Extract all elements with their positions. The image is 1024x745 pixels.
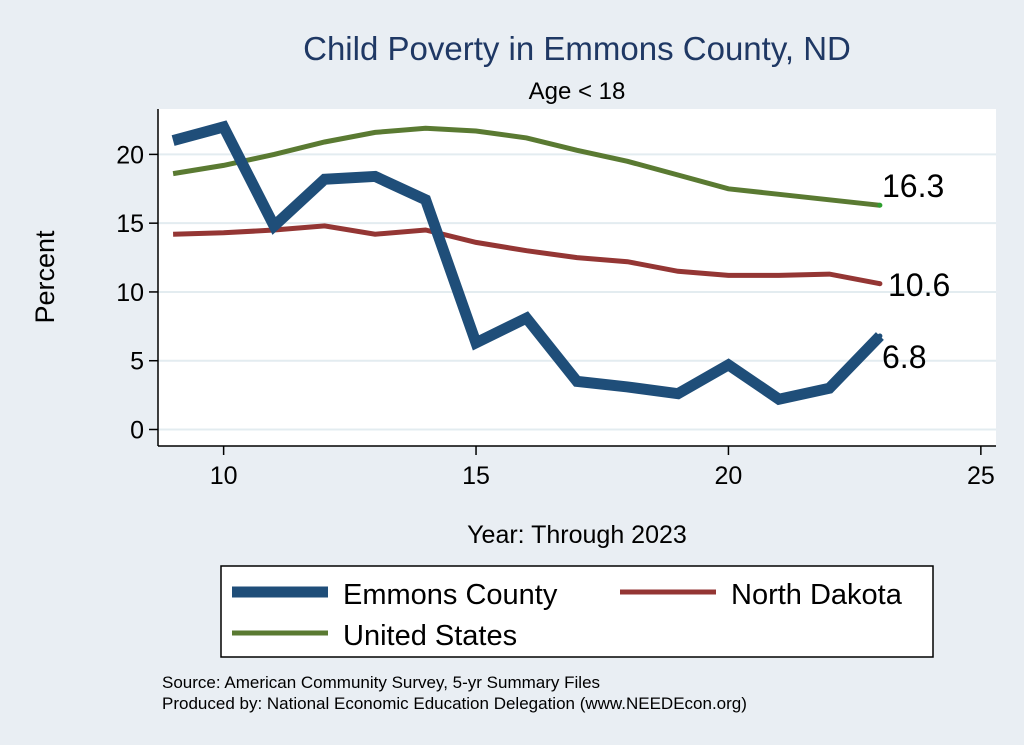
y-tick-label-20: 20 bbox=[116, 141, 144, 169]
x-tick-label-20: 20 bbox=[715, 462, 743, 490]
y-tick-label-5: 5 bbox=[130, 348, 144, 376]
source-note: Source: American Community Survey, 5-yr … bbox=[162, 673, 600, 692]
series-line-north-dakota bbox=[173, 223, 881, 287]
produced-by-note: Produced by: National Economic Education… bbox=[162, 694, 747, 713]
x-axis-title: Year: Through 2023 bbox=[467, 521, 687, 549]
x-axis-ticks: 10 15 20 25 bbox=[210, 446, 995, 490]
legend-label-emmons-county: Emmons County bbox=[343, 579, 558, 611]
legend-label-north-dakota: North Dakota bbox=[731, 579, 903, 611]
legend-label-united-states: United States bbox=[343, 620, 517, 652]
x-tick-label-25: 25 bbox=[967, 462, 995, 490]
y-tick-label-0: 0 bbox=[130, 416, 144, 444]
chart-title: Child Poverty in Emmons County, ND bbox=[303, 30, 851, 67]
end-label-north-dakota: 10.6 bbox=[888, 267, 950, 303]
legend-box bbox=[220, 565, 934, 658]
y-axis-ticks: 0 5 10 15 20 bbox=[116, 141, 158, 444]
end-label-united-states: 16.3 bbox=[882, 168, 944, 204]
series-line-emmons-county bbox=[171, 120, 884, 406]
y-axis-title: Percent bbox=[30, 230, 60, 324]
end-label-emmons-county: 6.8 bbox=[882, 339, 926, 375]
chart-subtitle: Age < 18 bbox=[529, 78, 626, 105]
series-layer bbox=[171, 120, 884, 406]
y-tick-label-15: 15 bbox=[116, 210, 144, 238]
x-tick-label-10: 10 bbox=[210, 462, 238, 490]
series-line-united-states bbox=[172, 125, 881, 208]
plot-area bbox=[158, 109, 996, 446]
series-end-point-united-states bbox=[877, 202, 883, 208]
y-tick-label-10: 10 bbox=[116, 279, 144, 307]
series-end-point-emmons-county bbox=[877, 333, 883, 339]
series-end-point-north-dakota bbox=[877, 281, 883, 287]
x-tick-label-15: 15 bbox=[462, 462, 490, 490]
